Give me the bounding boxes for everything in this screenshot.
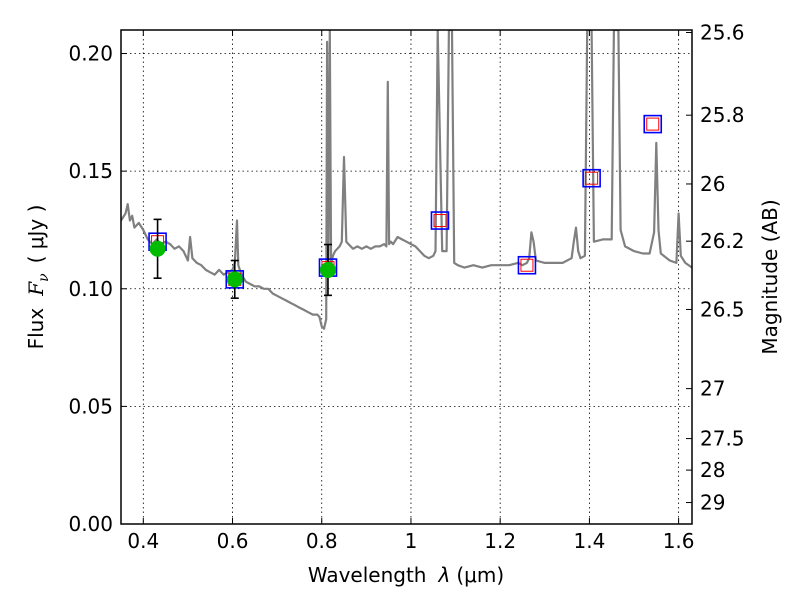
spectrum-line [121,30,692,330]
x-tick-label: 1.2 [484,529,516,553]
y2-tick-label: 26.5 [700,297,745,321]
model-point-outer [582,168,601,188]
model-point-outer [643,114,663,134]
x-axis-label: Wavelength λ (μm) [308,563,504,587]
x-tick-label: 0.6 [217,529,249,553]
x-tick-label: 0.4 [127,529,159,553]
y-tick-label: 0.00 [68,512,113,536]
y-axis-label: FluxFν( μJy ) [24,205,52,350]
x-tick-label: 1.4 [573,529,605,553]
data-layer [121,30,692,330]
plot-frame [120,29,693,525]
y2-tick-label: 29 [700,491,725,515]
observed-point [319,261,336,278]
x-tick-label: 1 [405,529,418,553]
y2-tick-label: 27.5 [700,427,745,451]
x-tick-label: 0.8 [306,529,338,553]
model-point-inner [520,258,534,272]
y2-tick-label: 28 [700,458,725,482]
y2-tick-label: 26 [700,172,725,196]
observed-point [226,271,243,288]
y-tick-label: 0.05 [68,394,113,418]
model-point-inner [585,171,599,185]
y2-tick-label: 26.2 [700,229,745,253]
x-tick-label: 1.6 [663,529,695,553]
plot-background [121,30,692,524]
y2-axis-label: Magnitude (AB) [758,199,782,354]
model-point-inner [433,214,447,228]
y2-tick-label: 25.8 [700,103,745,127]
model-point-outer [430,211,450,230]
model-point-inner [646,117,660,131]
y2-tick-label: 25.6 [700,20,745,44]
marker-layer [148,114,663,299]
model-point-outer [517,255,537,275]
y-tick-label: 0.20 [68,42,113,66]
y-tick-label: 0.10 [68,277,113,301]
y2-tick-label: 27 [700,377,725,401]
observed-point [149,240,166,257]
tick-layer: 0.4 0.6 0.8 1 1.2 1.4 1.6 0.00 0.05 0.10 0.15 0.20 2… [68,20,744,553]
y-tick-label: 0.15 [68,159,113,183]
